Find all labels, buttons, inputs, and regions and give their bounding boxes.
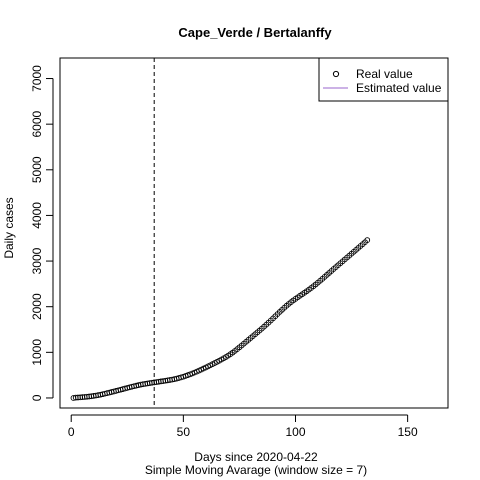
y-tick-label: 2000 <box>30 293 44 320</box>
x-axis: 0 50 100 150 <box>68 414 418 439</box>
y-axis-label: Daily cases <box>2 197 16 258</box>
x-axis-label: Days since 2020-04-22 <box>194 450 318 464</box>
y-tick-label: 4000 <box>30 202 44 229</box>
y-axis: 0 1000 2000 3000 4000 5000 6000 7000 <box>30 65 54 401</box>
plot-frame <box>59 57 449 409</box>
x-tick-label: 50 <box>177 425 191 439</box>
y-tick-label: 6000 <box>30 110 44 137</box>
y-tick-label: 1000 <box>30 339 44 366</box>
y-tick-label: 0 <box>30 394 44 401</box>
y-tick-label: 7000 <box>30 65 44 92</box>
chart-subtitle: Simple Moving Avarage (window size = 7) <box>145 463 367 477</box>
legend-circle-marker <box>332 70 340 78</box>
x-tick-label: 100 <box>285 425 305 439</box>
data-point <box>364 237 371 243</box>
y-tick-label: 3000 <box>30 247 44 274</box>
legend-label-real: Real value <box>356 67 413 81</box>
x-tick-label: 0 <box>68 425 75 439</box>
y-tick-label: 5000 <box>30 156 44 183</box>
legend-box <box>318 57 449 102</box>
data-points <box>70 237 371 401</box>
legend: Real value Estimated value <box>318 57 449 102</box>
chart-title: Cape_Verde / Bertalanffy <box>178 25 332 40</box>
x-tick-label: 150 <box>398 425 418 439</box>
legend-label-estimated: Estimated value <box>356 81 442 95</box>
